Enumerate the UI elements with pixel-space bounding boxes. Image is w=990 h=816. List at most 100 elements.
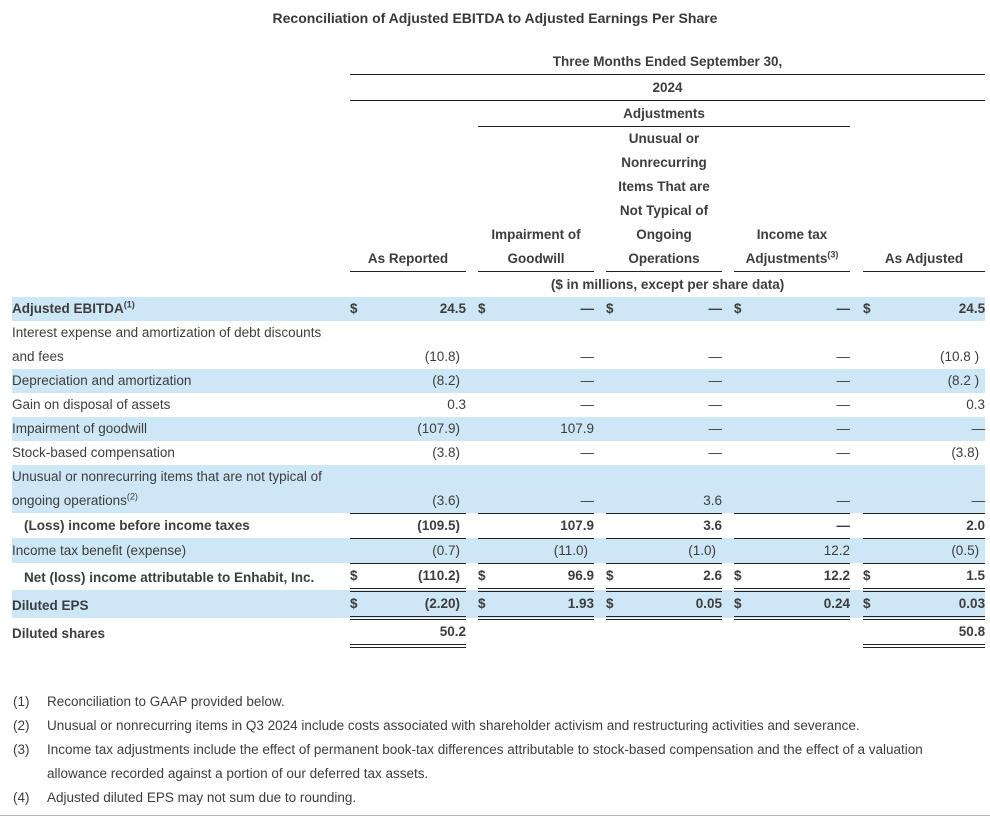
currency-cell [734,417,758,441]
currency-cell [478,321,502,369]
footnote: (4) Adjusted diluted EPS may not sum due … [13,786,990,810]
value-cell: (1.0) [630,538,722,564]
spacer-cell [850,513,863,538]
spacer-cell [594,513,606,538]
spacer-cell [722,538,734,563]
year-header: 2024 [350,74,986,101]
spacer-cell [850,127,863,272]
currency-cell [863,465,887,514]
value-cell: 107.9 [502,417,594,441]
currency-cell [478,513,502,539]
currency-cell [478,417,502,441]
spacer-cell [722,417,734,441]
footnote-number: (3) [13,741,30,757]
value-cell: — [630,297,722,321]
value-cell: — [708,445,723,460]
value-cell: — [580,445,595,460]
spacer-cell [722,393,734,417]
currency-cell [734,393,758,417]
currency-cell [478,369,502,393]
value-cell: 12.2 [758,538,850,564]
spacer-cell [594,538,606,563]
spacer-cell [850,321,863,369]
spacer-cell [850,589,863,618]
currency-cell [863,369,887,393]
value-cell: — [887,465,986,514]
currency-cell: $ [478,589,502,620]
header-spacer [12,49,350,75]
column-header: Income tax Adjustments(3) [734,126,850,272]
adjustments-header-row: Adjustments [12,100,985,127]
page-title: Reconciliation of Adjusted EBITDA to Adj… [272,10,718,26]
currency-cell [350,617,374,648]
value-cell: — [836,445,851,460]
value-cell: (3.8) [951,445,980,460]
spacer-cell [594,297,606,321]
row-label: Depreciation and amortization [12,369,350,393]
currency-cell [478,465,502,514]
table-row: Depreciation and amortization (8.2) — — — (8.… [12,369,986,393]
row-label: Stock-based compensation [12,445,175,460]
spacer-cell [466,417,478,441]
table-body: Adjusted EBITDA(1) $24.5 $ — $ — $ — $24.5 Intere… [12,297,986,648]
row-label: Net (loss) income attributable to Enhabi… [24,569,315,585]
table-row: Diluted shares 50.2 50.8 [12,617,986,648]
spacer-cell [594,393,606,417]
table-row: Diluted EPS $ (2.20) $1.93 $0.05 $0.24 $0.03 [12,589,986,620]
spacer-cell [722,127,734,272]
spacer-cell [594,369,606,393]
spacer-cell [466,127,478,272]
currency-cell [606,465,630,514]
value-cell: — [758,513,850,539]
value-cell: — [836,349,851,364]
value-cell [502,618,594,646]
spacer-cell [594,417,606,441]
currency-cell [863,513,887,539]
footnote-text: Reconciliation to GAAP provided below. [47,693,285,709]
currency-cell: $ [863,589,887,620]
units-row: ($ in millions, except per share data) [12,272,985,298]
currency-cell [350,465,374,514]
spacer-cell [850,441,863,465]
currency-cell [863,538,887,564]
header-spacer [12,127,350,272]
currency-cell [734,321,758,369]
currency-cell [350,441,374,465]
currency-cell: $ [350,589,374,620]
table-row: Gain on disposal of assets 0.3 — — — 0.3 [12,393,985,417]
value-cell: (10.8 ) [940,349,980,364]
period-header: Three Months Ended September 30, [350,49,986,75]
value-cell: 0.3 [447,397,466,412]
footnote: (2) Unusual or nonrecurring items in Q3 2… [13,714,990,738]
table-row: Adjusted EBITDA(1) $24.5 $ — $ — $ — $24.5 [12,297,986,321]
value-cell: 50.8 [887,617,986,648]
spacer-cell [850,538,863,563]
currency-cell [863,321,887,369]
value-cell: — [502,297,594,321]
spacer-cell [466,297,478,321]
value-cell: — [502,465,594,514]
adjustments-header: Adjustments [478,100,850,127]
spacer-cell [594,321,606,369]
value-cell: 0.03 [887,589,986,620]
value-cell: (3.8) [432,445,460,460]
value-cell: — [630,369,722,393]
row-label: Unusual or nonrecurring items that are n… [12,465,350,513]
spacer-cell [850,618,863,646]
footnote-text: Adjusted diluted EPS may not sum due to … [47,789,357,805]
spacer-cell [466,589,478,618]
value-cell: 3.6 [630,513,722,539]
spacer-cell [850,393,863,417]
row-label: Adjusted EBITDA(1) [12,297,350,321]
footnote: (3) Income tax adjustments include the ef… [13,738,990,786]
currency-cell [734,465,758,514]
row-label: (Loss) income before income taxes [24,518,250,533]
column-header: As Reported [350,126,466,272]
spacer-cell [466,513,478,538]
spacer-cell [594,563,606,590]
currency-cell [350,513,374,539]
spacer-cell [466,465,478,513]
spacer-cell [722,321,734,369]
spacer-cell [466,441,478,465]
